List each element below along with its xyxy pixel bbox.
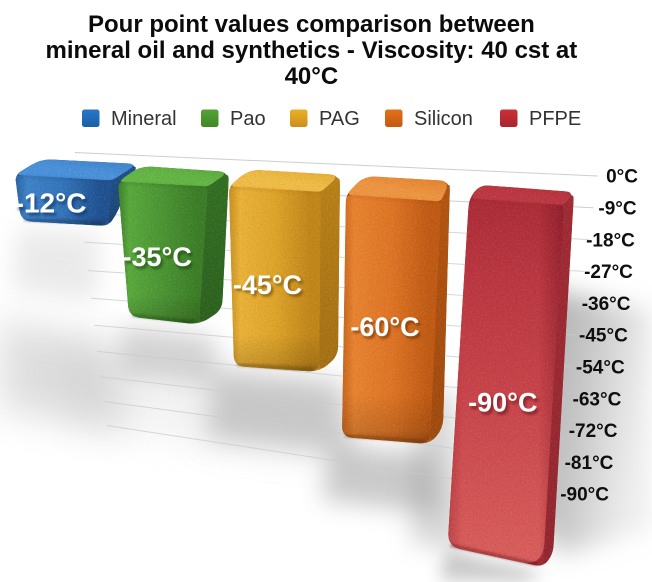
svg-text:-90°C: -90°C [560, 485, 609, 506]
svg-text:40°C: 40°C [285, 63, 339, 90]
svg-text:-63°C: -63°C [573, 389, 622, 410]
svg-text:0°C: 0°C [606, 167, 638, 188]
svg-text:-72°C: -72°C [569, 421, 618, 442]
svg-text:mineral oil and synthetics - V: mineral oil and synthetics - Viscosity: … [46, 37, 578, 64]
svg-text:-12°C: -12°C [15, 188, 87, 219]
svg-text:-36°C: -36°C [582, 294, 631, 315]
svg-text:-60°C: -60°C [353, 315, 422, 345]
svg-text:-35°C: -35°C [123, 242, 192, 272]
svg-text:-9°C: -9°C [598, 199, 636, 220]
svg-text:-18°C: -18°C [586, 230, 635, 251]
svg-text:PAG: PAG [319, 108, 360, 130]
svg-text:Pour point values comparison b: Pour point values comparison between [88, 11, 535, 38]
svg-text:-45°C: -45°C [235, 273, 304, 303]
svg-text:-60°C: -60°C [350, 312, 419, 342]
svg-text:-90°C: -90°C [468, 388, 537, 418]
svg-text:-27°C: -27°C [584, 262, 633, 283]
svg-text:-45°C: -45°C [233, 270, 302, 300]
svg-text:Pao: Pao [230, 108, 266, 130]
svg-text:-35°C: -35°C [125, 245, 194, 275]
svg-text:-45°C: -45°C [579, 326, 628, 347]
svg-text:-12°C: -12°C [17, 191, 89, 222]
svg-text:Silicon: Silicon [414, 108, 473, 130]
svg-text:PFPE: PFPE [529, 108, 581, 130]
svg-text:-81°C: -81°C [565, 453, 614, 474]
svg-text:-54°C: -54°C [576, 358, 625, 379]
svg-text:-90°C: -90°C [470, 391, 539, 421]
svg-text:Mineral: Mineral [111, 108, 177, 130]
